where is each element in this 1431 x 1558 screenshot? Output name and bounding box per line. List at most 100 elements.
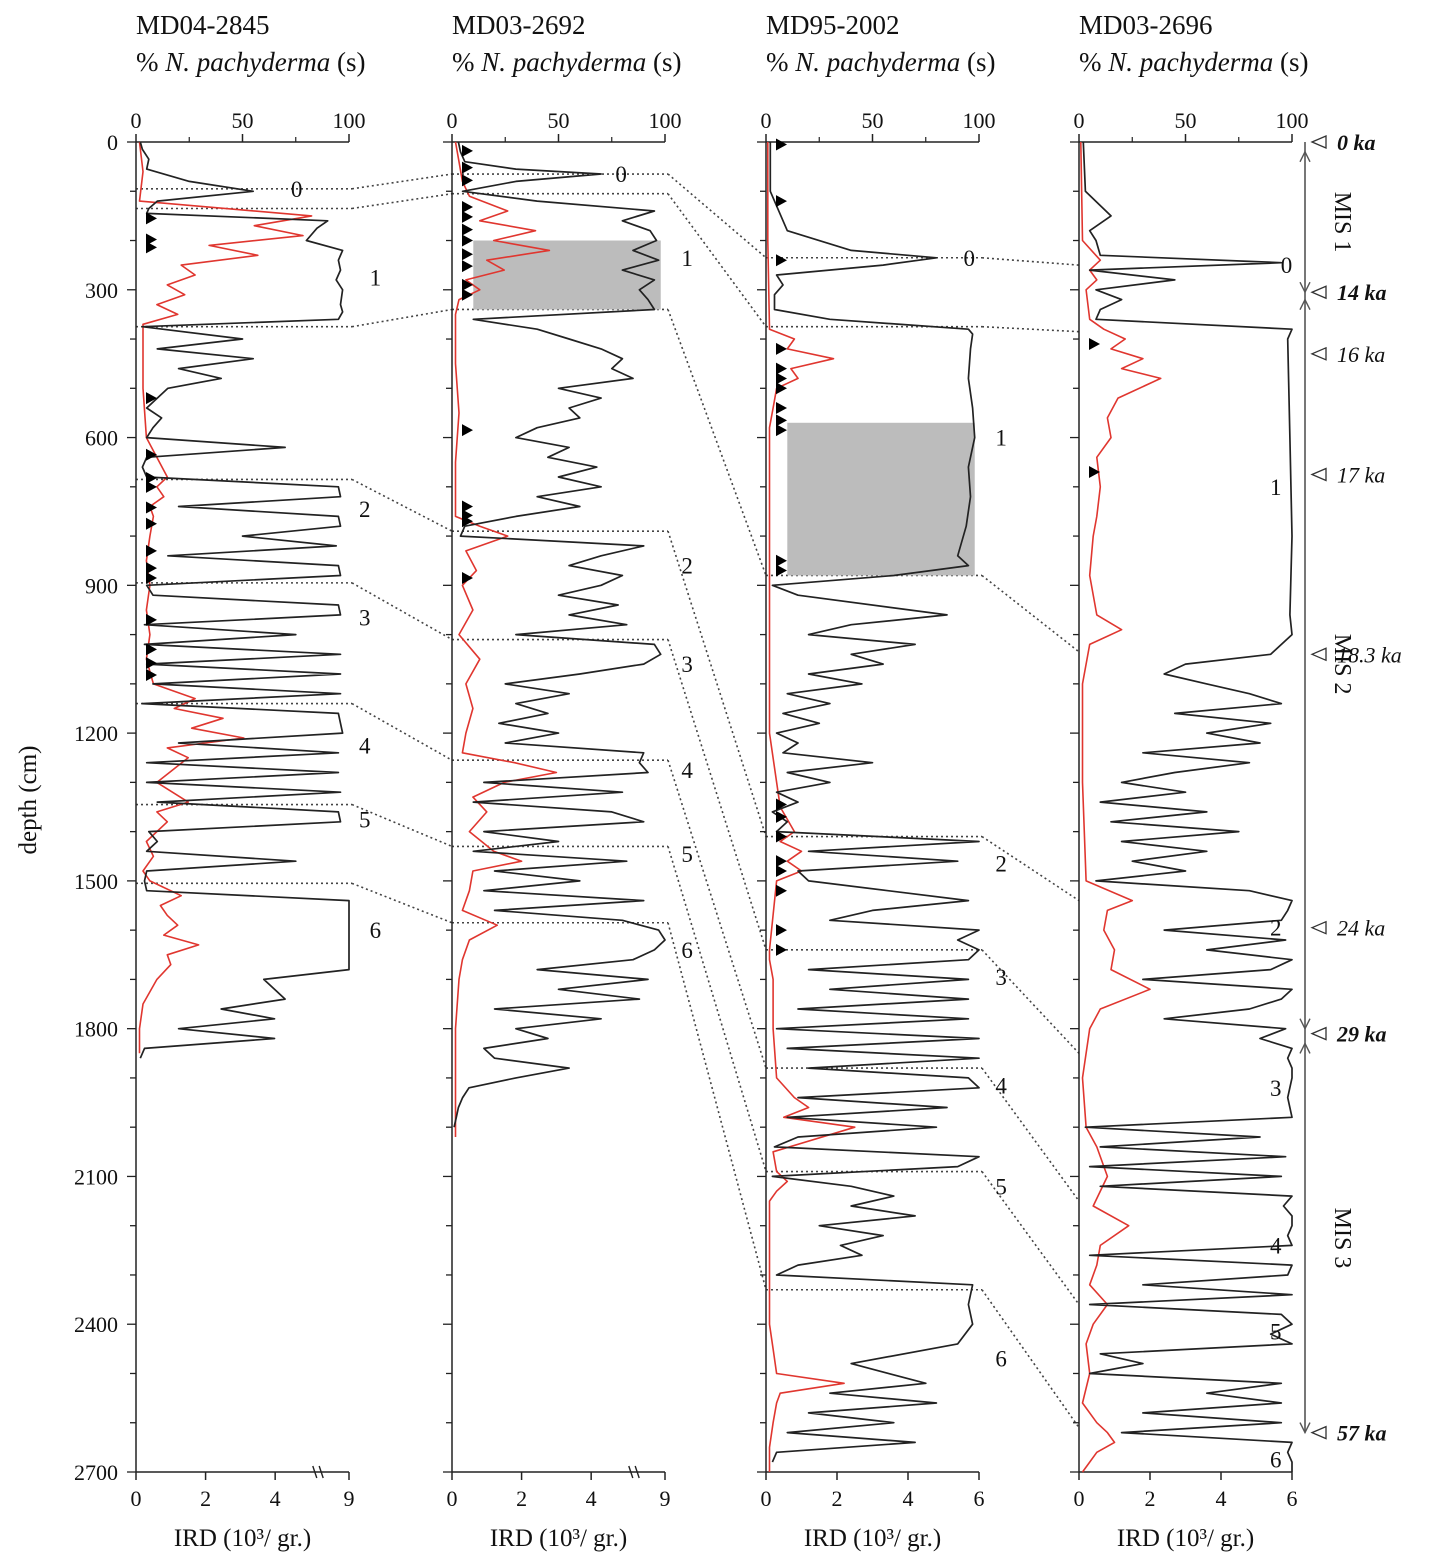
mis-arrow-bottom (1299, 1422, 1311, 1435)
marker-arrow (776, 424, 787, 437)
top-axis-tick-label: 50 (1175, 108, 1197, 133)
subtitle-prefix: % (452, 47, 481, 77)
marker-arrow (146, 392, 157, 405)
event-number-label: 5 (1270, 1320, 1282, 1345)
bottom-axis-tick-label: 0 (1074, 1486, 1085, 1511)
correlation-line (351, 173, 453, 190)
bottom-axis-tick-label: 0 (761, 1486, 772, 1511)
marker-arrow (776, 414, 787, 427)
marker-arrow (776, 865, 787, 878)
event-number-label: 6 (681, 938, 693, 963)
age-marker-label: 17 ka (1337, 463, 1385, 488)
depth-axis: depth (cm) 0 300 600 900 1200 1500 1800 2100 240… (15, 130, 118, 1485)
event-number-label: 4 (995, 1073, 1007, 1098)
marker-arrow (776, 554, 787, 567)
marker-arrow (146, 212, 157, 225)
marker-arrow (462, 571, 473, 584)
bottom-axis-tick-label: 4 (586, 1486, 597, 1511)
event-number-label: 5 (995, 1174, 1007, 1199)
core-title: MD04-2845 (136, 10, 270, 40)
bottom-axis-tick-label: 2 (832, 1486, 843, 1511)
age-marker-label: 14 ka (1337, 280, 1387, 305)
depth-tick-label: 0 (107, 130, 118, 155)
correlation-line (351, 882, 453, 924)
event-number-label: 3 (995, 965, 1007, 990)
event-number-label: 5 (359, 807, 371, 832)
correlation-line (981, 949, 1080, 1054)
marker-arrow (146, 471, 157, 484)
event-number-label: 0 (615, 162, 627, 187)
correlation-line (351, 702, 453, 761)
mis-arrow-top (1299, 1041, 1311, 1054)
event-number-label: 1 (1270, 475, 1282, 500)
marker-arrow (146, 480, 157, 493)
depth-tick-label: 300 (85, 278, 118, 303)
core-title: MD03-2696 (1079, 10, 1213, 40)
subtitle-species: N. pachyderma (1107, 47, 1273, 77)
marker-arrow (462, 515, 473, 528)
correlation-line (351, 582, 453, 641)
bottom-axis-tick-label: 4 (270, 1486, 281, 1511)
age-marker-triangle (1310, 647, 1327, 662)
ird-axis-title: IRD (10³/ gr.) (804, 1525, 941, 1552)
top-axis-tick-label: 100 (333, 108, 366, 133)
marker-arrow (776, 830, 787, 843)
bottom-axis-tick-label: 0 (447, 1486, 458, 1511)
depth-tick-label: 2700 (74, 1460, 118, 1485)
event-number-label: 1 (370, 265, 382, 290)
marker-arrow (776, 855, 787, 868)
marker-arrow (462, 210, 473, 223)
marker-arrow (462, 500, 473, 513)
bottom-axis-tick-label: 6 (1287, 1486, 1298, 1511)
subtitle-suffix: (s) (646, 47, 681, 77)
correlation-line (981, 325, 1080, 333)
axis-break-mark (628, 1465, 640, 1479)
marker-arrow (776, 810, 787, 823)
depth-tick-label: 1500 (74, 869, 118, 894)
correlation-line (981, 574, 1080, 653)
marker-arrow (776, 382, 787, 395)
bottom-axis-tick-label: 2 (1145, 1486, 1156, 1511)
core-title: MD95-2002 (766, 10, 900, 40)
marker-arrow (1089, 466, 1100, 479)
ird-series-line (138, 141, 313, 1054)
correlation-line (667, 922, 767, 1290)
subtitle-species: N. pachyderma (794, 47, 960, 77)
ird-axis-title: IRD (10³/ gr.) (174, 1525, 311, 1552)
ird-series-line (1080, 141, 1162, 1473)
ird-series-line (766, 142, 856, 1472)
core-subtitle: % N. pachyderma (s) (1079, 47, 1308, 77)
bottom-axis-tick-label: 2 (516, 1486, 527, 1511)
marker-arrow (776, 138, 787, 151)
event-number-label: 0 (963, 246, 975, 271)
event-number-label: 2 (1270, 916, 1282, 941)
depth-tick-label: 2100 (74, 1164, 118, 1189)
event-number-label: 5 (681, 842, 693, 867)
marker-arrow (462, 260, 473, 273)
marker-arrow (776, 943, 787, 956)
mis-arrow-bottom (1299, 281, 1311, 294)
age-marker-triangle (1310, 1026, 1327, 1041)
ird-axis-title: IRD (10³/ gr.) (490, 1525, 627, 1552)
ice-shaded-interval (787, 422, 975, 576)
correlation-line (667, 639, 767, 951)
core-subtitle: % N. pachyderma (s) (452, 47, 681, 77)
depth-tick-label: 600 (85, 426, 118, 451)
bottom-axis-tick-label: 4 (1216, 1486, 1227, 1511)
correlation-line (981, 1289, 1080, 1429)
npachyderma-series-line (1082, 141, 1293, 1472)
age-scale: MIS 1 MIS 2 MIS 3 0 ka 14 ka 16 ka 17 ka 18.3 k… (1299, 130, 1402, 1446)
event-number-label: 0 (291, 177, 303, 202)
correlation-line (351, 478, 453, 532)
mis-arrow-top (1299, 298, 1311, 310)
bottom-axis-tick-label: 9 (660, 1486, 671, 1511)
top-axis-tick-label: 100 (1276, 108, 1309, 133)
marker-arrow (462, 161, 473, 174)
age-marker-label: 18.3 ka (1337, 642, 1402, 667)
marker-arrow (776, 362, 787, 375)
marker-arrow (146, 448, 157, 461)
correlation-lines (136, 173, 1080, 1429)
